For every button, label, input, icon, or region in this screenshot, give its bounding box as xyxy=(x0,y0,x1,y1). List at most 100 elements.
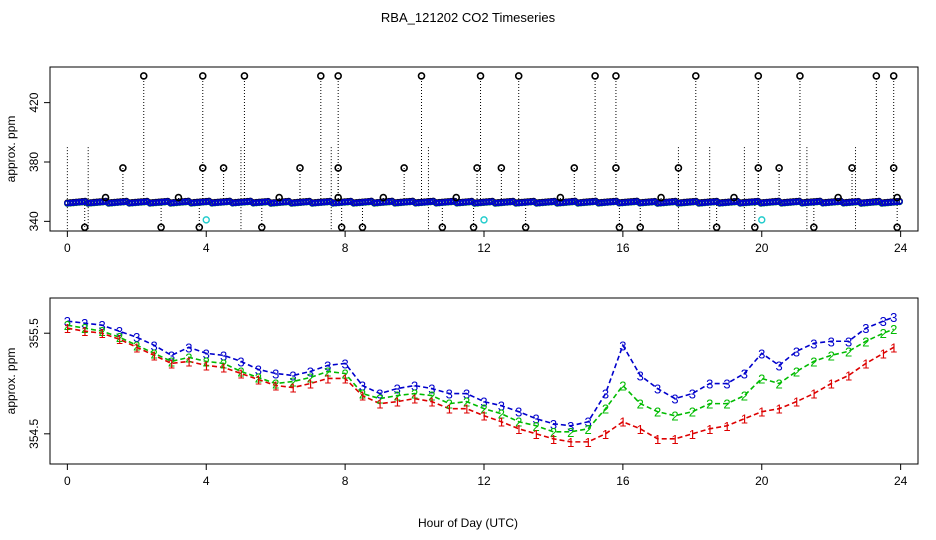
series-1-marker: 1 xyxy=(151,348,158,363)
top-x-tick-label: 20 xyxy=(755,241,769,255)
spike-point xyxy=(712,223,721,232)
baseline-point xyxy=(751,198,759,206)
baseline-point xyxy=(881,199,889,207)
series-3-marker: 3 xyxy=(428,382,435,397)
spike-point xyxy=(198,72,207,80)
baseline-point xyxy=(852,198,859,206)
baseline-point xyxy=(84,199,92,207)
baseline-point xyxy=(235,199,242,206)
series-1-marker: 1 xyxy=(602,427,609,442)
series-1-marker: 1 xyxy=(428,395,435,410)
baseline-point xyxy=(182,198,189,206)
series-1-marker: 1 xyxy=(446,402,453,417)
baseline-point xyxy=(474,199,481,207)
baseline-point xyxy=(238,198,245,206)
series-1-marker: 1 xyxy=(619,415,626,430)
baseline-point xyxy=(778,199,785,207)
series-2-marker: 2 xyxy=(619,379,626,394)
baseline-point xyxy=(636,199,644,207)
top-y-tick-label: 340 xyxy=(27,211,41,231)
bottom-y-tick-label: 354.5 xyxy=(27,418,41,448)
series-3-marker: 3 xyxy=(446,387,453,402)
series-3-marker: 3 xyxy=(289,368,296,383)
baseline-point xyxy=(804,199,812,206)
baseline-point xyxy=(545,198,552,206)
baseline-point xyxy=(506,198,514,206)
series-1-marker: 1 xyxy=(862,356,869,371)
spike-point xyxy=(438,223,447,232)
baseline-point xyxy=(674,199,682,207)
series-1-marker: 1 xyxy=(498,415,505,430)
series-2-marker: 2 xyxy=(689,405,696,420)
series-3-marker: 3 xyxy=(498,399,505,414)
series-2-marker: 2 xyxy=(532,419,539,434)
spike-point xyxy=(514,72,523,80)
baseline-point xyxy=(438,199,446,206)
spike-point xyxy=(775,164,783,172)
baseline-point xyxy=(421,198,428,206)
series-3-marker: 3 xyxy=(324,358,331,373)
series-2-marker: 2 xyxy=(890,322,897,337)
series-3-marker: 3 xyxy=(689,387,696,402)
top-x-tick-label: 8 xyxy=(342,241,349,255)
baseline-point xyxy=(840,199,847,207)
baseline-point xyxy=(722,199,729,206)
top-y-label: approx. ppm xyxy=(4,116,18,183)
series-2-marker: 2 xyxy=(307,370,314,385)
series-2-marker: 2 xyxy=(758,371,765,386)
bottom-y-label: approx. ppm xyxy=(4,348,18,415)
baseline-point xyxy=(553,199,561,207)
series-1-marker: 1 xyxy=(845,368,852,383)
chart-title: RBA_121202 CO2 Timeseries xyxy=(381,10,556,25)
spike-point xyxy=(139,72,148,80)
series-2-marker: 2 xyxy=(168,354,175,369)
baseline-point xyxy=(394,199,402,207)
baseline-point xyxy=(356,199,363,206)
series-1-marker: 1 xyxy=(515,422,522,437)
baseline-point xyxy=(270,199,278,207)
baseline-point xyxy=(146,199,154,207)
baseline-point xyxy=(542,199,549,206)
baseline-point xyxy=(294,199,301,206)
series-2-marker: 2 xyxy=(793,364,800,379)
baseline-point xyxy=(477,199,484,207)
baseline-point xyxy=(707,198,715,206)
baseline-point xyxy=(497,199,505,206)
series-1-marker: 1 xyxy=(359,389,366,404)
baseline-point xyxy=(639,199,647,207)
spike-point xyxy=(751,223,759,232)
series-2-marker: 2 xyxy=(515,415,522,430)
baseline-point xyxy=(872,198,880,206)
bottom-x-tick-label: 24 xyxy=(894,474,908,488)
spike-point xyxy=(615,223,624,232)
series-3-marker: 3 xyxy=(411,379,418,394)
baseline-point xyxy=(677,199,685,207)
series-1-marker: 1 xyxy=(289,381,296,396)
baseline-point xyxy=(64,199,71,207)
top-spikes xyxy=(66,75,898,231)
series-1-marker: 1 xyxy=(64,321,71,336)
spike-point xyxy=(591,72,599,80)
baseline-point xyxy=(810,198,818,206)
baseline-point xyxy=(742,199,750,206)
series-1-marker: 1 xyxy=(828,377,835,392)
baseline-point xyxy=(536,199,543,207)
baseline-point xyxy=(710,198,717,206)
series-2-marker: 2 xyxy=(498,407,505,422)
baseline-point xyxy=(863,199,871,207)
top-x-tick-label: 24 xyxy=(894,241,908,255)
baseline-point xyxy=(365,198,372,206)
series-2-marker: 2 xyxy=(446,397,453,412)
series-2-marker: 2 xyxy=(723,397,730,412)
series-2-marker: 2 xyxy=(550,425,557,440)
baseline-point xyxy=(562,199,570,206)
series-2-marker: 2 xyxy=(151,346,158,361)
spike-point xyxy=(473,164,481,172)
baseline-point xyxy=(196,199,204,206)
baseline-point xyxy=(793,198,800,206)
baseline-point xyxy=(117,198,124,206)
baseline-point xyxy=(621,199,629,206)
baseline-point xyxy=(831,198,838,206)
